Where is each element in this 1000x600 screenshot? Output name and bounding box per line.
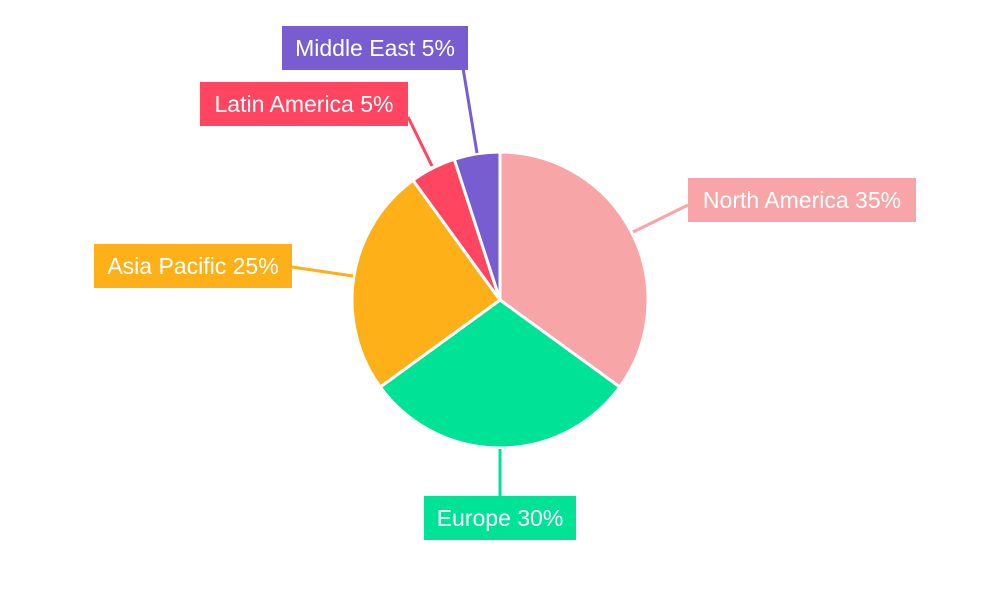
leader-line <box>291 265 354 278</box>
data-label-box <box>282 26 468 70</box>
data-label: Europe 30% <box>424 496 576 540</box>
data-label: Asia Pacific 25% <box>94 244 292 288</box>
pie-slice-middle-east[interactable] <box>452 150 502 301</box>
leader-line <box>461 67 479 154</box>
data-label-box <box>94 244 292 288</box>
data-label-text: North America 35% <box>703 187 901 213</box>
data-label-box <box>424 496 576 540</box>
data-label-text: Europe 30% <box>437 505 564 531</box>
pie-slice-europe[interactable] <box>378 298 622 450</box>
pie-slice-asia-pacific[interactable] <box>350 178 503 390</box>
data-label: Middle East 5% <box>282 26 468 70</box>
data-label-box <box>200 82 408 126</box>
data-label-text: Middle East 5% <box>295 35 455 61</box>
data-label-box <box>688 178 916 222</box>
data-label-text: Latin America 5% <box>215 91 394 117</box>
data-label-text: Asia Pacific 25% <box>107 253 278 279</box>
pie-slice-north-america[interactable] <box>498 150 650 390</box>
data-label: Latin America 5% <box>200 82 408 126</box>
data-label: North America 35% <box>688 178 916 222</box>
leader-line <box>632 203 689 234</box>
leader-line <box>406 116 434 167</box>
